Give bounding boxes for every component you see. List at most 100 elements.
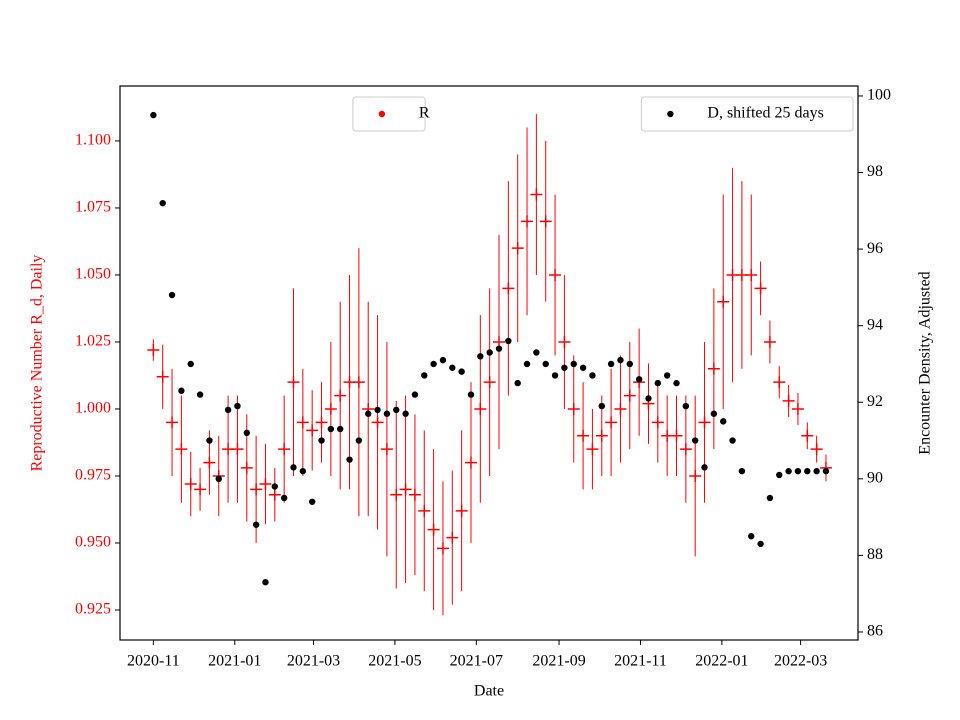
point: [505, 337, 512, 345]
point: [278, 443, 291, 456]
y-tick-label: 0.950: [75, 534, 111, 551]
point: [421, 372, 428, 379]
point: [390, 488, 403, 501]
point: [439, 356, 447, 364]
point: [679, 443, 692, 456]
point: [458, 368, 465, 375]
point: [673, 379, 680, 387]
point: [399, 483, 412, 496]
x-tick-label: 2020-11: [127, 653, 180, 670]
point: [617, 356, 624, 364]
y-tick-label: 1.000: [75, 400, 111, 417]
legend-box: [352, 96, 426, 132]
point: [483, 376, 496, 389]
point: [754, 282, 767, 295]
y2-tick-label: 98: [867, 163, 883, 180]
point: [175, 443, 188, 456]
point: [296, 416, 309, 429]
point: [408, 488, 421, 501]
point: [467, 391, 475, 398]
point: [623, 389, 636, 402]
point: [691, 437, 699, 444]
point: [477, 353, 484, 360]
point: [446, 531, 459, 544]
plot-frame: [119, 85, 859, 641]
point: [306, 424, 319, 437]
point: [766, 494, 774, 502]
point: [523, 360, 531, 368]
point: [745, 268, 758, 281]
point: [411, 391, 419, 398]
point: [607, 360, 615, 368]
point: [663, 372, 671, 379]
point: [486, 349, 493, 356]
point: [533, 349, 540, 356]
point: [243, 429, 250, 437]
y-axis-label: Reproductive Number R_d, Daily: [29, 255, 46, 472]
point: [346, 456, 353, 463]
point: [231, 443, 244, 456]
x-tick-label: 2021-05: [368, 653, 421, 670]
point: [654, 379, 662, 387]
y-tick-label: 1.100: [75, 132, 111, 149]
point: [595, 429, 608, 442]
point: [324, 402, 337, 415]
point: [168, 291, 176, 299]
point: [290, 464, 297, 471]
point: [822, 467, 830, 475]
point: [710, 410, 718, 417]
point: [738, 467, 746, 475]
y2-tick-label: 90: [867, 469, 883, 486]
point: [250, 483, 263, 496]
y-tick-label: 0.975: [75, 467, 111, 484]
point: [577, 429, 590, 442]
y2-tick-label: 94: [867, 316, 883, 333]
point: [785, 467, 792, 475]
point: [194, 483, 207, 496]
point: [729, 437, 736, 444]
point: [502, 282, 515, 295]
point: [514, 379, 521, 387]
x-axis-label: Date: [474, 683, 504, 700]
point: [542, 360, 549, 368]
point: [474, 402, 487, 415]
point: [327, 425, 335, 433]
point: [530, 188, 543, 201]
point: [262, 578, 269, 586]
point: [589, 372, 596, 379]
point: [511, 242, 524, 255]
point: [551, 372, 559, 379]
point: [804, 467, 811, 475]
point: [763, 335, 776, 348]
legend-label: R: [419, 105, 430, 122]
point: [567, 402, 580, 415]
x-tick-label: 2021-09: [532, 653, 585, 670]
y2-tick-label: 96: [867, 240, 883, 257]
legend-marker: [378, 110, 386, 118]
point: [579, 364, 587, 371]
point: [287, 376, 300, 389]
point: [701, 464, 708, 471]
point: [436, 542, 449, 555]
x-tick-label: 2021-03: [287, 653, 340, 670]
point: [773, 376, 786, 389]
point: [252, 521, 260, 528]
legend-label: D, shifted 25 days: [707, 105, 823, 122]
y2-tick-label: 88: [867, 546, 883, 563]
point: [380, 443, 393, 456]
point: [365, 410, 372, 417]
point: [521, 215, 534, 228]
point: [645, 395, 652, 402]
point: [748, 533, 755, 540]
y2-tick-label: 92: [867, 393, 883, 410]
point: [402, 410, 409, 417]
point: [698, 416, 711, 429]
point: [159, 199, 166, 207]
point: [558, 335, 571, 348]
point: [635, 376, 643, 383]
point: [570, 360, 577, 368]
point: [682, 402, 690, 410]
y2-axis-label: Encounter Density, Adjusted: [917, 271, 934, 454]
point: [280, 494, 288, 502]
point: [598, 402, 605, 410]
